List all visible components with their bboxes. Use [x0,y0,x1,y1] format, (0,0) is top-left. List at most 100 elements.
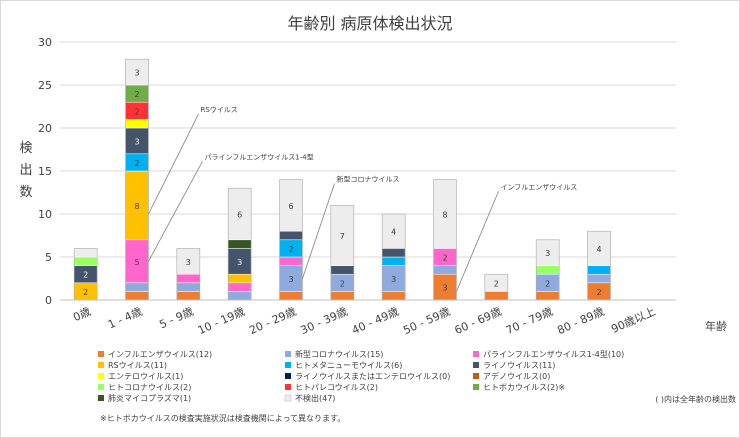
annotation-label: インフルエンザウイルス [501,183,578,191]
annotation-leader [148,161,203,262]
annotation-leader [148,113,199,215]
bar-segment [535,265,560,275]
data-label: 2 [134,107,139,116]
y-tick-label: 15 [38,165,52,178]
bar-segment [125,282,149,292]
legend-swatch [285,384,291,390]
bar-segment [381,248,406,258]
legend-swatch [285,362,291,368]
legend-label: ヒトメタニューモウイルス(6) [295,361,402,370]
legend-label: ライノウイルスまたはエンテロウイルス(0) [295,372,450,381]
data-labels: 2 2 5 8 2 3 2 2 3 3 3 6 3 2 6 2 7 3 4 3 2 8 2 2 3 2 4 [83,69,601,297]
bar-segment [535,291,560,301]
y-tick-label: 0 [45,294,52,307]
data-label: 4 [596,245,601,254]
data-label: 8 [442,211,447,220]
bar-segment [227,273,252,284]
legend-label: ライノウイルス(11) [483,361,555,370]
legend-label: ヒトパレコウイルス(2) [295,383,378,392]
data-label: 3 [391,275,396,284]
note-parentheses: ( )内は全年齢の検出数 [655,394,736,404]
bar-segment [227,282,252,292]
legend-label: アデノウイルス(0) [483,371,550,381]
x-axis-title: 年齢 [705,319,727,333]
bar-segment [330,291,355,301]
data-label: 2 [83,288,88,297]
bar-segment [125,291,149,301]
bar-segment [587,273,611,284]
data-label: 2 [340,279,345,288]
annotations: RSウイルスパラインフルエンザウイルス1-4型新型コロナウイルスインフルエンザウ… [148,106,578,292]
data-label: 4 [391,228,396,237]
annotation-label: 新型コロナウイルス [337,175,400,184]
data-label: 6 [288,202,293,211]
data-label: 3 [186,258,191,267]
legend-swatch [473,384,479,390]
annotation-leader [456,191,499,292]
y-tick-label: 25 [38,79,52,92]
bar-segment [587,265,611,275]
legend-label: ヒトボカウイルス(2)※ [483,383,565,392]
data-label: 5 [134,258,139,267]
annotation-leader [302,183,335,279]
bar-segment [227,291,252,301]
legend-swatch [98,395,104,401]
data-label: 3 [237,258,242,267]
legend-swatch [284,394,292,402]
chart-title: 年齢別 病原体検出状況 [287,14,452,33]
bar-segment [176,273,201,284]
legend-swatch [473,373,479,379]
legend-swatch [285,373,291,379]
y-tick-label: 5 [45,251,52,264]
legend: インフルエンザウイルス(12) 新型コロナウイルス(15) パラインフルエンザウイル… [98,349,624,403]
legend-label: RSウイルス(11) [108,361,167,370]
legend-swatch [473,351,479,357]
legend-swatch [98,351,104,357]
data-label: 2 [134,90,139,99]
legend-label: エンテロウイルス(1) [108,372,183,381]
notes: ( )内は全年齢の検出数 ※ヒトボカウイルスの検査実施状況は検査機関によって異なり… [100,394,736,423]
data-label: 2 [596,288,601,297]
annotation-label: RSウイルス [201,106,238,114]
data-label: 3 [134,137,139,146]
data-label: 3 [545,249,550,258]
data-label: 2 [545,279,550,288]
legend-swatch [285,351,291,357]
bar-segment [73,256,98,266]
bar-segment [227,239,252,249]
legend-label: インフルエンザウイルス(12) [108,350,212,359]
bar-segment [381,291,406,301]
bar-segment [176,291,201,301]
bar-segment [381,256,406,266]
data-label: 7 [340,232,345,241]
bar-segment [279,230,303,241]
legend-swatch [473,362,479,368]
bar-segment [330,265,355,275]
data-label: 3 [288,275,293,284]
data-label: 2 [83,271,88,280]
legend-swatch [98,362,104,368]
data-label: 8 [134,202,139,211]
bars [73,58,611,301]
data-label: 2 [288,245,293,254]
bar-segment [176,282,201,292]
y-axis-title: 検出数 [19,141,32,200]
bar-segment [433,265,457,275]
bar-segment [279,291,303,301]
bar-segment [73,248,98,258]
legend-swatch [98,384,104,390]
data-label: 2 [134,159,139,168]
bar-segment [125,119,149,129]
gridlines [60,41,676,258]
bar-segment [279,256,303,266]
legend-label: 新型コロナウイルス(15) [295,349,383,359]
legend-swatch [98,373,104,379]
legend-label: 肺炎マイコプラズマ(1) [108,393,191,403]
data-label: 6 [237,211,242,220]
legend-label: ヒトコロナウイルス(2) [108,383,191,392]
data-label: 2 [442,254,447,263]
annotation-label: パラインフルエンザウイルス1-4型 [205,152,314,161]
